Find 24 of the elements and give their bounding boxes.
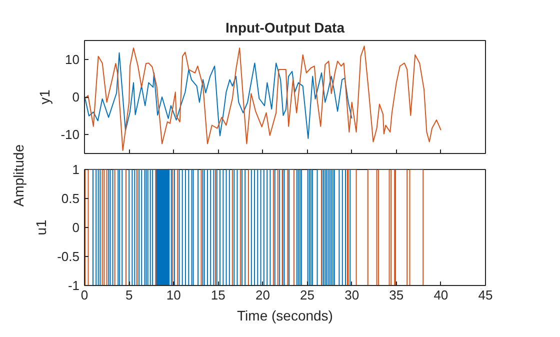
- y-tick-label: 0.5: [61, 191, 80, 206]
- chart-title: Input-Output Data: [226, 20, 345, 36]
- y-tick-label: 1: [72, 162, 80, 177]
- x-tick-label: 10: [166, 288, 181, 302]
- y-tick-label: -10: [60, 127, 80, 142]
- x-tick-label: 35: [389, 288, 404, 302]
- x-axis-title: Time (seconds): [237, 308, 333, 324]
- y-tick-label: -0.5: [57, 249, 80, 264]
- y-axis-title: y1: [36, 89, 53, 104]
- x-tick-label: 40: [434, 288, 448, 302]
- x-tick-label: 45: [478, 288, 493, 302]
- line-series: [84, 52, 352, 139]
- x-tick-label: 30: [344, 288, 360, 302]
- y-tick-label: 0: [72, 220, 80, 235]
- x-tick-label: 15: [210, 288, 226, 302]
- x-tick-label: 25: [300, 288, 315, 302]
- y-tick-label: 0: [72, 90, 80, 104]
- line-series: [84, 46, 442, 151]
- text: Amplitude: [10, 144, 26, 207]
- y-tick-label: 10: [65, 52, 80, 67]
- x-tick-label: 20: [255, 288, 270, 302]
- y-tick-label: -1: [68, 278, 80, 293]
- y-axis-title: u1: [33, 220, 50, 236]
- x-tick-label: 5: [125, 288, 133, 302]
